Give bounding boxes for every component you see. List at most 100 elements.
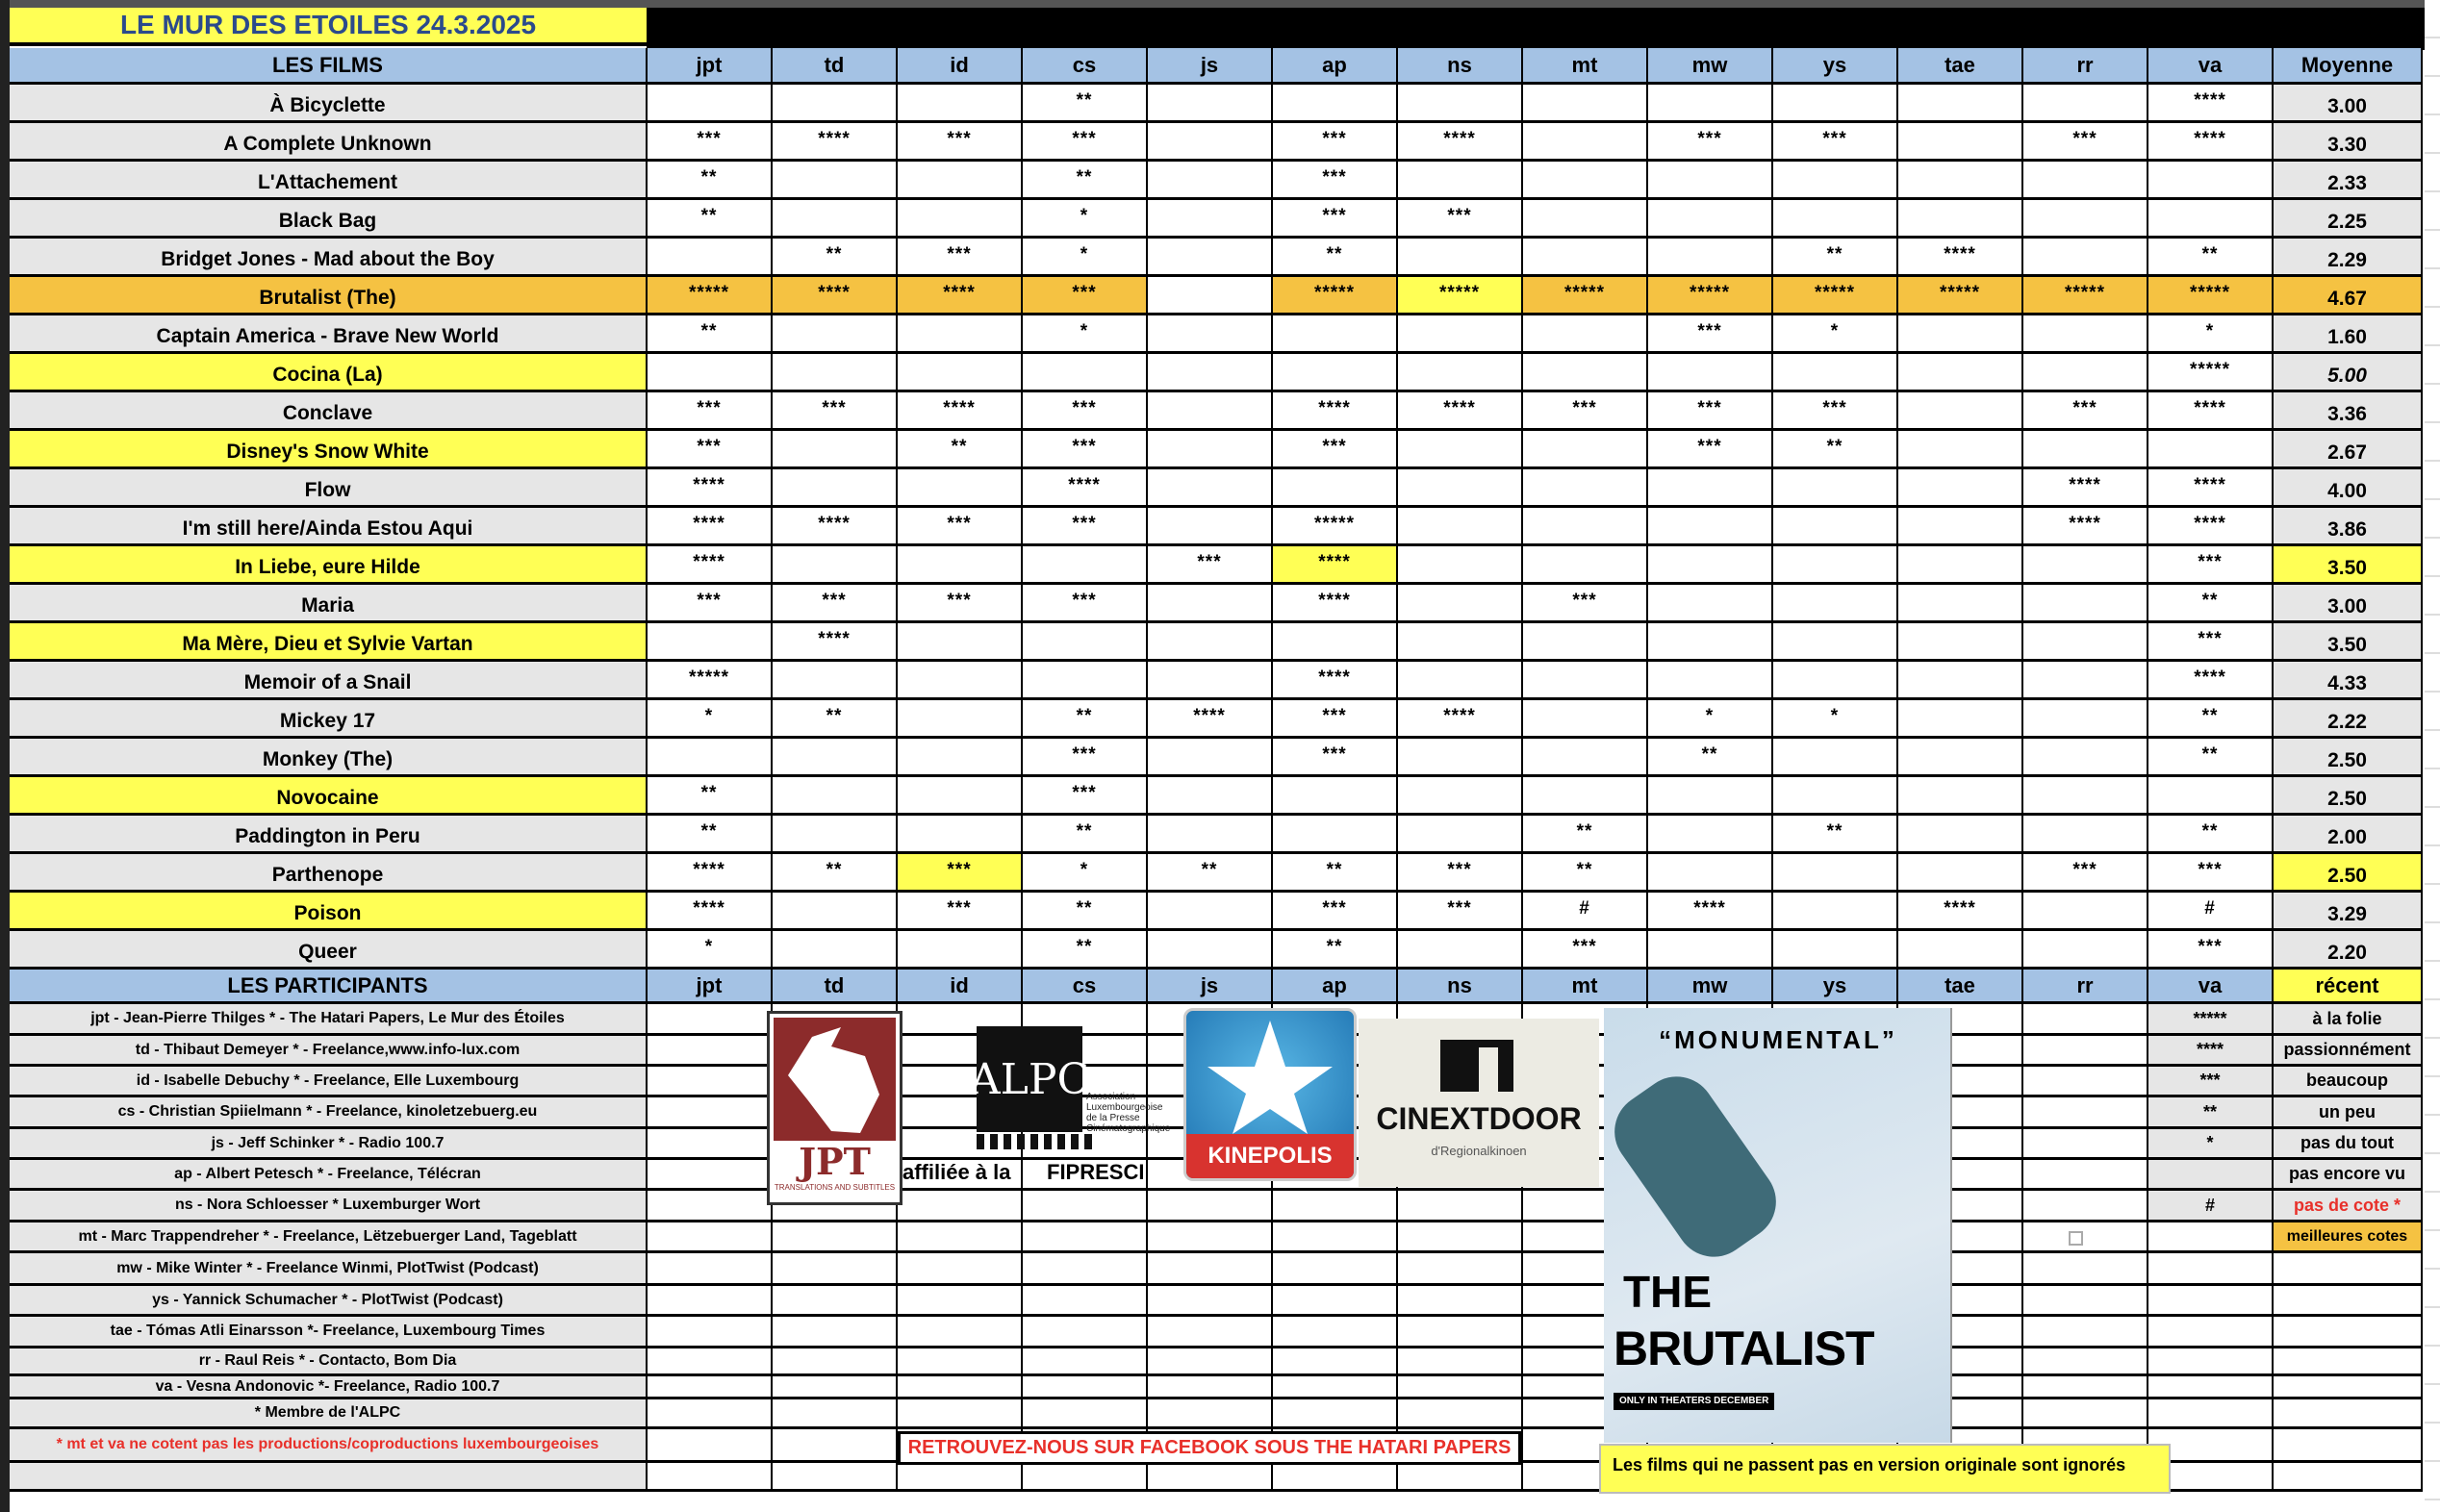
rating-cell[interactable]: ***** xyxy=(2148,277,2274,315)
rating-cell[interactable]: *** xyxy=(1273,123,1398,162)
rating-cell[interactable]: ** xyxy=(1773,816,1898,854)
rating-cell[interactable]: ** xyxy=(898,431,1023,469)
rating-cell[interactable] xyxy=(773,162,898,200)
rating-cell[interactable]: **** xyxy=(1648,893,1773,931)
rating-cell[interactable]: *** xyxy=(1648,315,1773,354)
rating-cell[interactable] xyxy=(1148,662,1273,700)
rating-cell[interactable] xyxy=(1523,777,1648,816)
rating-cell[interactable]: # xyxy=(2148,893,2274,931)
rating-cell[interactable] xyxy=(1523,739,1648,777)
rating-cell[interactable] xyxy=(773,739,898,777)
rating-cell[interactable] xyxy=(2148,200,2274,239)
rating-cell[interactable] xyxy=(1398,623,1523,662)
rating-cell[interactable] xyxy=(1023,546,1148,585)
rating-cell[interactable] xyxy=(1148,816,1273,854)
rating-cell[interactable] xyxy=(2023,85,2148,123)
rating-cell[interactable]: # xyxy=(1523,893,1648,931)
rating-cell[interactable] xyxy=(1523,546,1648,585)
rating-cell[interactable]: *** xyxy=(1773,392,1898,431)
rating-cell[interactable]: **** xyxy=(1398,700,1523,739)
rating-cell[interactable] xyxy=(2023,893,2148,931)
rating-cell[interactable] xyxy=(898,85,1023,123)
rating-cell[interactable] xyxy=(1648,854,1773,893)
rating-cell[interactable] xyxy=(1898,739,2023,777)
rating-cell[interactable] xyxy=(1148,239,1273,277)
film-title[interactable]: Disney's Snow White xyxy=(10,431,648,469)
rating-cell[interactable]: ** xyxy=(2148,816,2274,854)
film-title[interactable]: I'm still here/Ainda Estou Aqui xyxy=(10,508,648,546)
rating-cell[interactable] xyxy=(1273,354,1398,392)
rating-cell[interactable] xyxy=(773,931,898,970)
rating-cell[interactable] xyxy=(773,315,898,354)
rating-cell[interactable] xyxy=(898,777,1023,816)
rating-cell[interactable] xyxy=(648,354,773,392)
rating-cell[interactable]: *** xyxy=(1648,431,1773,469)
rating-cell[interactable] xyxy=(2023,816,2148,854)
rating-cell[interactable]: **** xyxy=(1898,239,2023,277)
rating-cell[interactable]: ** xyxy=(2148,585,2274,623)
rating-cell[interactable] xyxy=(1648,200,1773,239)
rating-cell[interactable] xyxy=(773,893,898,931)
checkbox[interactable] xyxy=(2069,1231,2083,1246)
rating-cell[interactable] xyxy=(2148,162,2274,200)
rating-cell[interactable]: * xyxy=(1023,854,1148,893)
rating-cell[interactable] xyxy=(1648,239,1773,277)
rating-cell[interactable] xyxy=(1773,546,1898,585)
rating-cell[interactable]: *** xyxy=(648,123,773,162)
rating-cell[interactable]: ***** xyxy=(1273,277,1398,315)
rating-cell[interactable] xyxy=(1523,200,1648,239)
rating-cell[interactable] xyxy=(1773,623,1898,662)
rating-cell[interactable] xyxy=(1648,546,1773,585)
rating-cell[interactable]: ***** xyxy=(1273,508,1398,546)
film-title[interactable]: Cocina (La) xyxy=(10,354,648,392)
rating-cell[interactable]: *** xyxy=(1273,893,1398,931)
rating-cell[interactable] xyxy=(1773,931,1898,970)
rating-cell[interactable] xyxy=(2023,162,2148,200)
rating-cell[interactable] xyxy=(773,354,898,392)
rating-cell[interactable] xyxy=(1398,508,1523,546)
rating-cell[interactable]: ** xyxy=(648,315,773,354)
rating-cell[interactable]: **** xyxy=(1148,700,1273,739)
rating-cell[interactable] xyxy=(1773,85,1898,123)
rating-cell[interactable] xyxy=(1273,469,1398,508)
rating-cell[interactable]: ** xyxy=(773,700,898,739)
rating-cell[interactable] xyxy=(1648,816,1773,854)
rating-cell[interactable]: ***** xyxy=(2023,277,2148,315)
rating-cell[interactable]: ***** xyxy=(1898,277,2023,315)
rating-cell[interactable]: ** xyxy=(773,239,898,277)
rating-cell[interactable]: ***** xyxy=(1648,277,1773,315)
rating-cell[interactable]: *** xyxy=(898,585,1023,623)
rating-cell[interactable]: *** xyxy=(1023,277,1148,315)
rating-cell[interactable] xyxy=(1648,162,1773,200)
rating-cell[interactable] xyxy=(1773,893,1898,931)
rating-cell[interactable] xyxy=(1898,777,2023,816)
rating-cell[interactable] xyxy=(1898,354,2023,392)
rating-cell[interactable] xyxy=(1148,623,1273,662)
rating-cell[interactable] xyxy=(1523,700,1648,739)
rating-cell[interactable] xyxy=(1898,585,2023,623)
rating-cell[interactable] xyxy=(1398,931,1523,970)
rating-cell[interactable]: **** xyxy=(773,277,898,315)
rating-cell[interactable] xyxy=(1398,585,1523,623)
rating-cell[interactable] xyxy=(1523,662,1648,700)
rating-cell[interactable] xyxy=(1273,85,1398,123)
rating-cell[interactable] xyxy=(1773,739,1898,777)
rating-cell[interactable]: **** xyxy=(648,893,773,931)
rating-cell[interactable]: *** xyxy=(1273,700,1398,739)
rating-cell[interactable]: *** xyxy=(1773,123,1898,162)
rating-cell[interactable]: **** xyxy=(1273,585,1398,623)
rating-cell[interactable]: ** xyxy=(1273,239,1398,277)
film-title[interactable]: Captain America - Brave New World xyxy=(10,315,648,354)
rating-cell[interactable]: **** xyxy=(2023,508,2148,546)
rating-cell[interactable] xyxy=(1148,392,1273,431)
rating-cell[interactable]: ** xyxy=(1023,893,1148,931)
rating-cell[interactable] xyxy=(1898,469,2023,508)
rating-cell[interactable]: **** xyxy=(2148,662,2274,700)
rating-cell[interactable]: *** xyxy=(1273,739,1398,777)
rating-cell[interactable] xyxy=(1773,854,1898,893)
rating-cell[interactable]: **** xyxy=(898,392,1023,431)
film-title[interactable]: Queer xyxy=(10,931,648,970)
film-title[interactable]: A Complete Unknown xyxy=(10,123,648,162)
rating-cell[interactable] xyxy=(1148,739,1273,777)
rating-cell[interactable] xyxy=(2023,431,2148,469)
